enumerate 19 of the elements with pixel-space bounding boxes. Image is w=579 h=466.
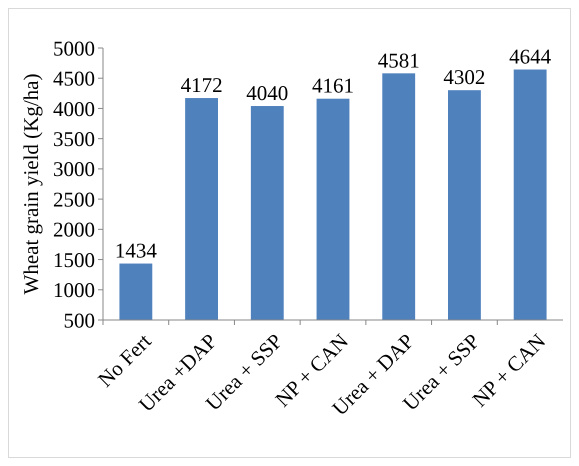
data-label: 4040 xyxy=(246,81,288,106)
data-label: 4161 xyxy=(312,74,354,98)
y-tick-label: 3000 xyxy=(53,157,95,182)
y-tick-label: 2500 xyxy=(53,187,95,212)
y-tick-label: 4500 xyxy=(53,66,95,91)
data-label: 1434 xyxy=(114,238,158,263)
y-tick-label: 5000 xyxy=(53,36,95,60)
data-label: 4172 xyxy=(180,73,223,98)
y-axis-title: Wheat grain yield (Kg/ha) xyxy=(19,74,43,294)
data-label: 4302 xyxy=(443,65,486,90)
y-tick-label: 500 xyxy=(64,308,95,332)
x-tick-label: No Fert xyxy=(93,328,156,392)
y-tick-label: 3500 xyxy=(53,127,95,152)
data-label: 4581 xyxy=(378,48,420,72)
y-tick-label: 4000 xyxy=(53,96,95,121)
y-tick-label: 1000 xyxy=(53,278,95,302)
y-tick-label: 1500 xyxy=(53,248,95,272)
data-label: 4644 xyxy=(509,44,552,69)
y-tick-label: 2000 xyxy=(53,218,95,242)
